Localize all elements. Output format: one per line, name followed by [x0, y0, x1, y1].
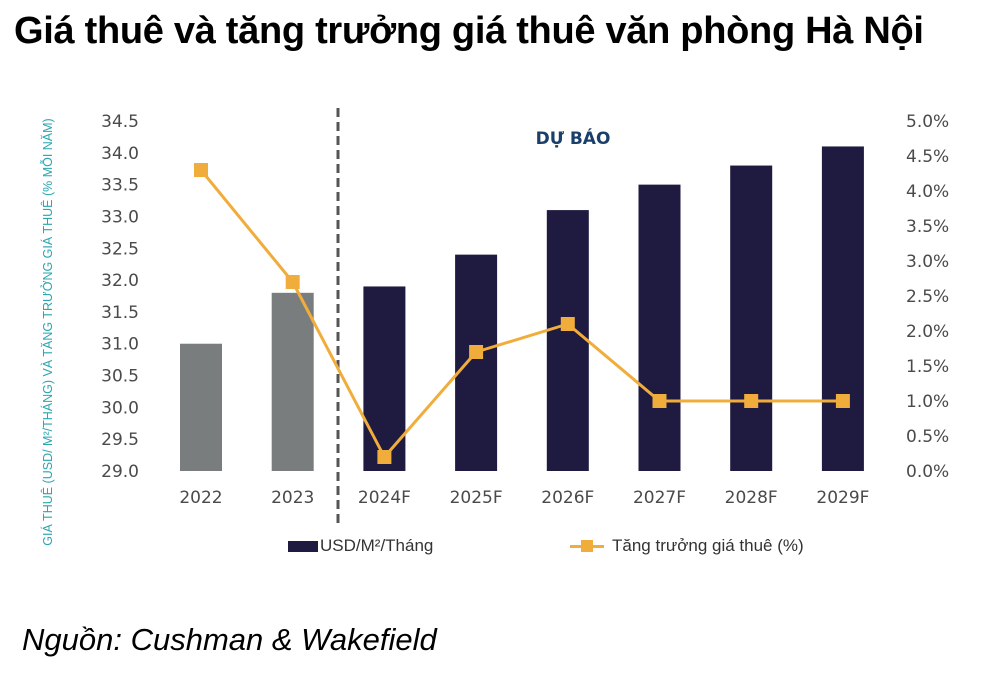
- left-tick-label: 30.0: [101, 398, 139, 418]
- source-note: Nguồn: Cushman & Wakefield: [22, 622, 437, 657]
- bar: [363, 286, 406, 471]
- legend-line-label: Tăng trưởng giá thuê (%): [612, 536, 804, 555]
- bar-swatch-icon: [288, 540, 318, 552]
- bar: [271, 292, 314, 471]
- growth-line-series: [194, 163, 850, 464]
- left-tick-label: 34.5: [101, 112, 139, 132]
- square-marker-icon: [835, 394, 850, 408]
- right-tick-label: 2.5%: [906, 287, 949, 307]
- right-tick-label: 3.5%: [906, 217, 949, 237]
- left-tick-label: 34.0: [101, 144, 139, 164]
- right-tick-label: 0.0%: [906, 462, 949, 482]
- x-tick-label: 2028F: [725, 488, 778, 508]
- bar-series: [180, 146, 864, 472]
- bar: [546, 210, 589, 471]
- x-axis-labels: 2022 2023 2024F 2025F 2026F 2027F 2028F 2029F: [179, 488, 869, 508]
- forecast-label: DỰ BÁO: [536, 127, 611, 149]
- right-tick-label: 4.0%: [906, 182, 949, 202]
- bar: [821, 146, 864, 472]
- left-axis-ticks: 34.5 34.0 33.5 33.0 32.5 32.0 31.5 31.0 30.5 30.0…: [101, 112, 139, 482]
- x-tick-label: 2022: [179, 488, 222, 508]
- square-marker-icon: [560, 317, 575, 331]
- x-tick-label: 2029F: [816, 488, 869, 508]
- x-tick-label: 2023: [271, 488, 314, 508]
- square-marker-icon: [377, 450, 392, 464]
- left-tick-label: 32.5: [101, 239, 139, 259]
- left-tick-label: 33.5: [101, 176, 139, 196]
- right-tick-label: 3.0%: [906, 252, 949, 272]
- bar: [180, 343, 222, 471]
- square-marker-icon: [652, 394, 667, 408]
- left-tick-label: 33.0: [101, 207, 139, 227]
- x-tick-label: 2024F: [358, 488, 411, 508]
- left-tick-label: 32.0: [101, 271, 139, 291]
- right-tick-label: 1.5%: [906, 357, 949, 377]
- x-tick-label: 2026F: [541, 488, 594, 508]
- chart-title: Giá thuê và tăng trưởng giá thuê văn phò…: [14, 10, 924, 52]
- line-marker-swatch-icon: [570, 540, 604, 552]
- square-marker-icon: [744, 394, 759, 408]
- bar: [730, 165, 773, 471]
- square-marker-icon: [194, 163, 208, 177]
- bar: [455, 254, 498, 471]
- x-tick-label: 2025F: [450, 488, 503, 508]
- left-tick-label: 29.5: [101, 430, 139, 450]
- legend-item-line: Tăng trưởng giá thuê (%): [570, 536, 804, 556]
- right-axis-ticks: 5.0% 4.5% 4.0% 3.5% 3.0% 2.5% 2.0% 1.5% 1.0% 0.5%…: [906, 112, 949, 482]
- legend-item-bar: USD/M²/Tháng: [288, 536, 433, 556]
- legend: USD/M²/Tháng Tăng trưởng giá thuê (%): [288, 536, 848, 560]
- legend-bar-label: USD/M²/Tháng: [320, 536, 434, 555]
- left-tick-label: 29.0: [101, 462, 139, 482]
- right-tick-label: 0.5%: [906, 427, 949, 447]
- square-marker-icon: [285, 275, 300, 289]
- square-marker-icon: [469, 345, 484, 359]
- right-tick-label: 4.5%: [906, 147, 949, 167]
- right-tick-label: 2.0%: [906, 322, 949, 342]
- left-tick-label: 31.5: [101, 303, 139, 323]
- right-tick-label: 1.0%: [906, 392, 949, 412]
- growth-line: [199, 169, 843, 459]
- right-tick-label: 5.0%: [906, 112, 949, 132]
- bar: [638, 184, 681, 472]
- x-tick-label: 2027F: [633, 488, 686, 508]
- left-tick-label: 31.0: [101, 335, 139, 355]
- left-tick-label: 30.5: [101, 367, 139, 387]
